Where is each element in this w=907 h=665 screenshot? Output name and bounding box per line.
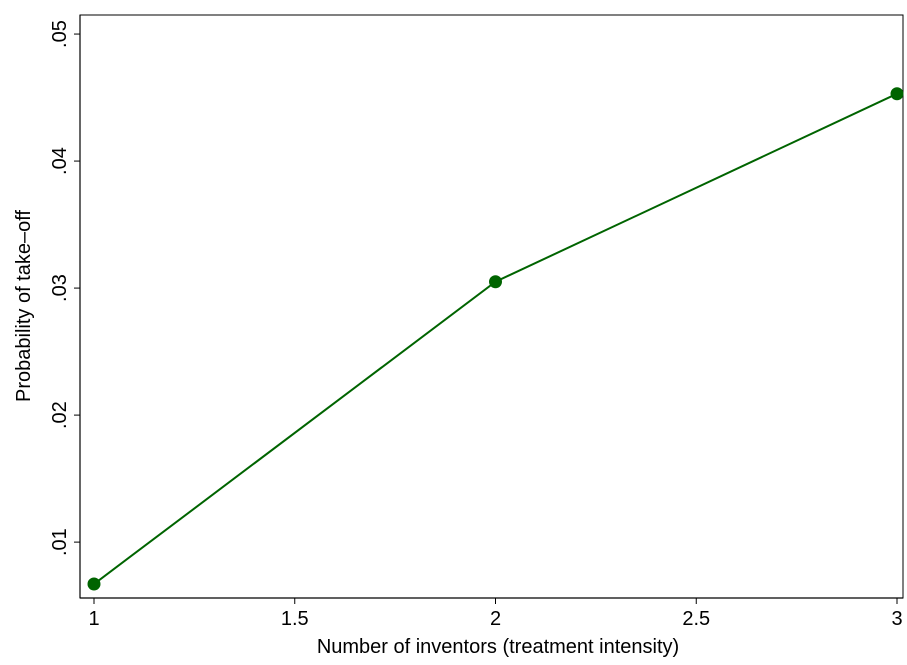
y-tick-label: .01 [49, 528, 71, 556]
data-point [890, 87, 904, 101]
y-tick-label: .02 [49, 401, 71, 429]
x-tick-label: 1.5 [281, 608, 309, 630]
data-point [87, 577, 101, 591]
y-tick-label: .03 [49, 274, 71, 302]
x-tick-label: 2 [490, 608, 501, 630]
y-tick-label: .05 [49, 20, 71, 48]
data-point [489, 275, 502, 289]
y-axis-title: Probability of take–off [13, 210, 35, 402]
series-line [93, 92, 898, 585]
x-tick-label: 1 [88, 608, 99, 630]
series-layer [87, 87, 904, 591]
x-tick-label: 2.5 [682, 608, 710, 630]
axis-ticks: 1 1.5 2 2.5 3 .01 .02 .03 .04 .05 [49, 20, 903, 630]
x-axis-title: Number of inventors (treatment intensity… [317, 636, 679, 658]
y-tick-label: .04 [49, 147, 71, 175]
x-tick-label: 3 [891, 608, 902, 630]
plot-frame [79, 14, 904, 599]
axes [79, 14, 904, 599]
